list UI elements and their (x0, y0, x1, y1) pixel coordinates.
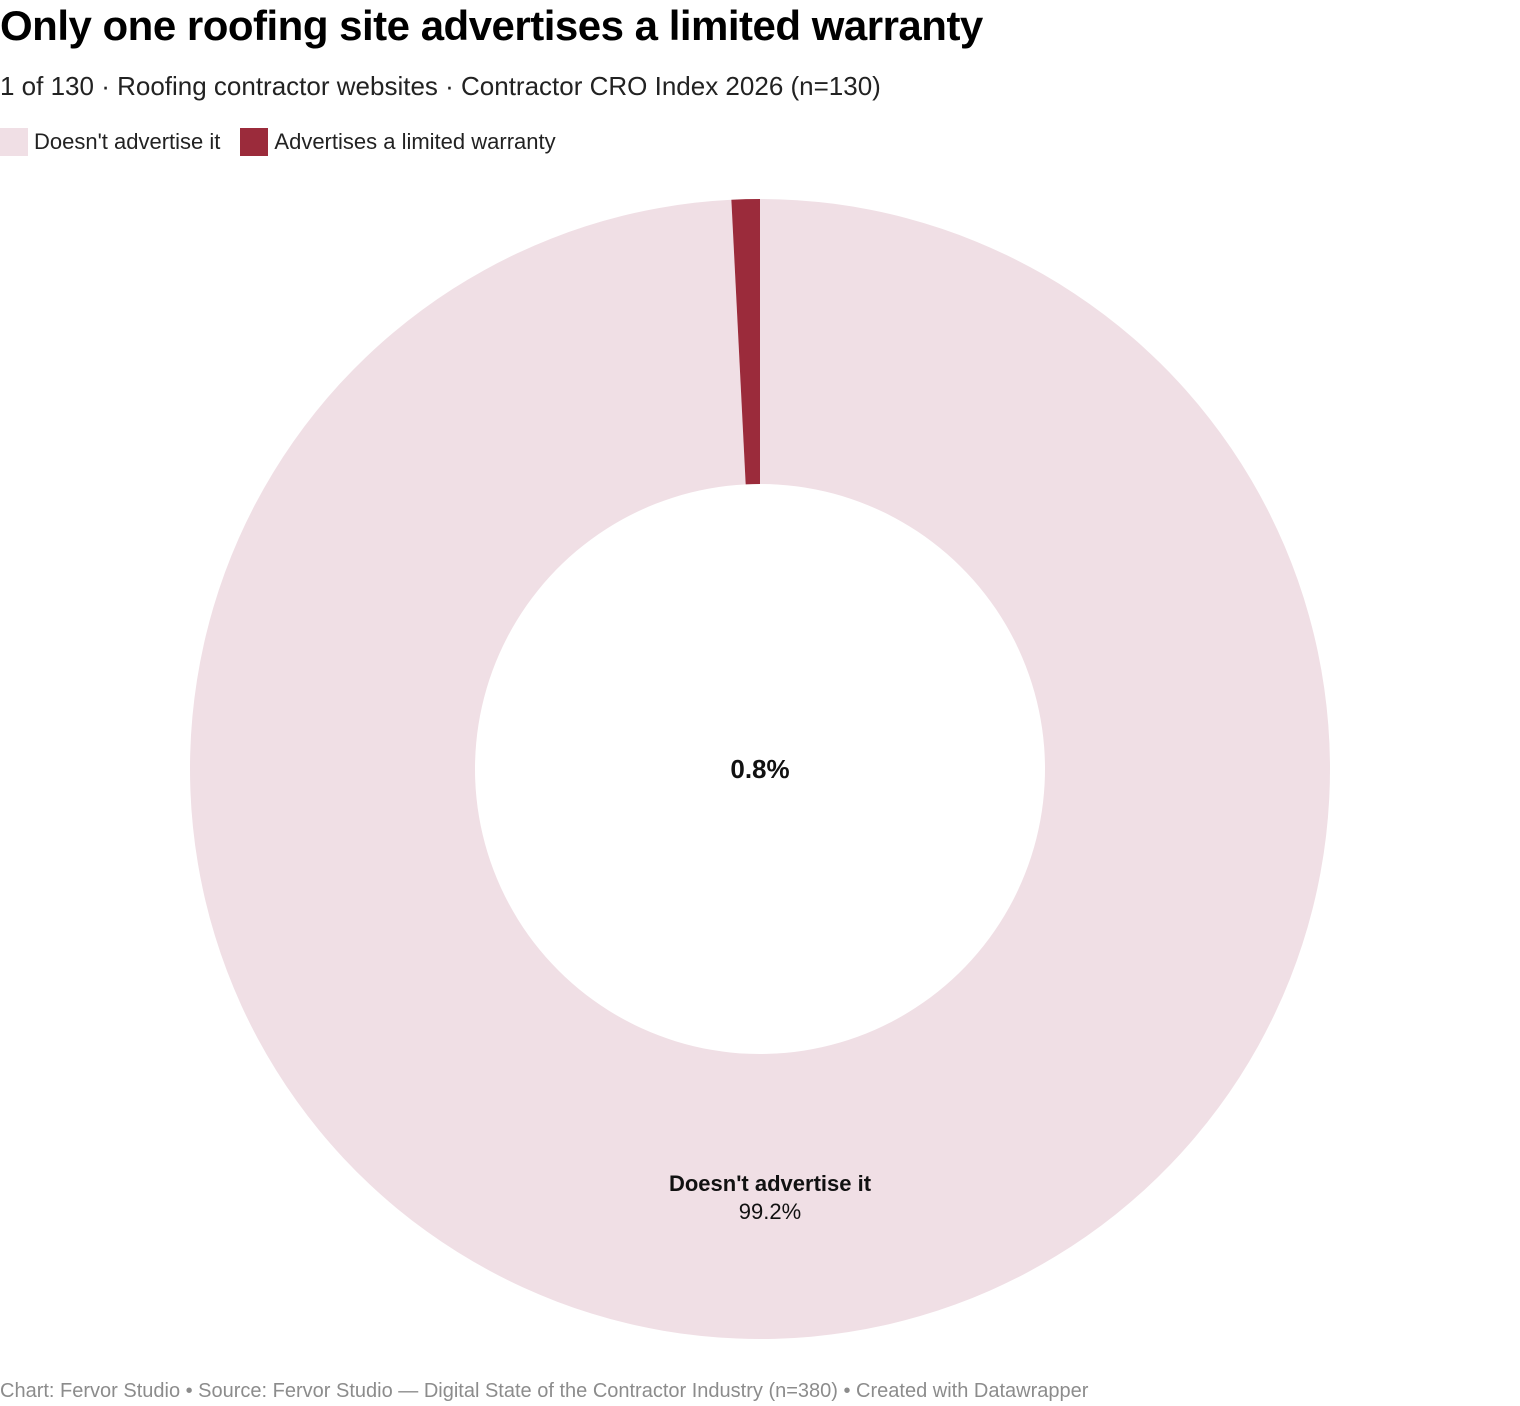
chart-title: Only one roofing site advertises a limit… (0, 2, 983, 49)
donut-slice-advertises-warranty (731, 199, 760, 485)
donut-slice-doesnt-advertise (190, 199, 1331, 1340)
slice-label-doesnt-advertise: Doesn't advertise it (669, 1171, 872, 1196)
legend-item-advertises-warranty: Advertises a limited warranty (240, 128, 556, 156)
legend-label-advertises-warranty: Advertises a limited warranty (274, 129, 556, 154)
donut-chart: 0.8% Doesn't advertise it 99.2% (190, 199, 1331, 1340)
legend-swatch-doesnt-advertise (0, 128, 28, 156)
slice-value-doesnt-advertise: 99.2% (739, 1199, 801, 1224)
donut-slices (190, 199, 1331, 1340)
legend-label-doesnt-advertise: Doesn't advertise it (34, 129, 221, 154)
chart-subtitle: 1 of 130 · Roofing contractor websites ·… (0, 71, 881, 101)
chart-footer: Chart: Fervor Studio • Source: Fervor St… (0, 1380, 1089, 1402)
legend-item-doesnt-advertise: Doesn't advertise it (0, 128, 220, 156)
chart-legend: Doesn't advertise it Advertises a limite… (0, 126, 576, 158)
donut-center-label: 0.8% (730, 754, 789, 784)
legend-swatch-advertises-warranty (240, 128, 269, 156)
